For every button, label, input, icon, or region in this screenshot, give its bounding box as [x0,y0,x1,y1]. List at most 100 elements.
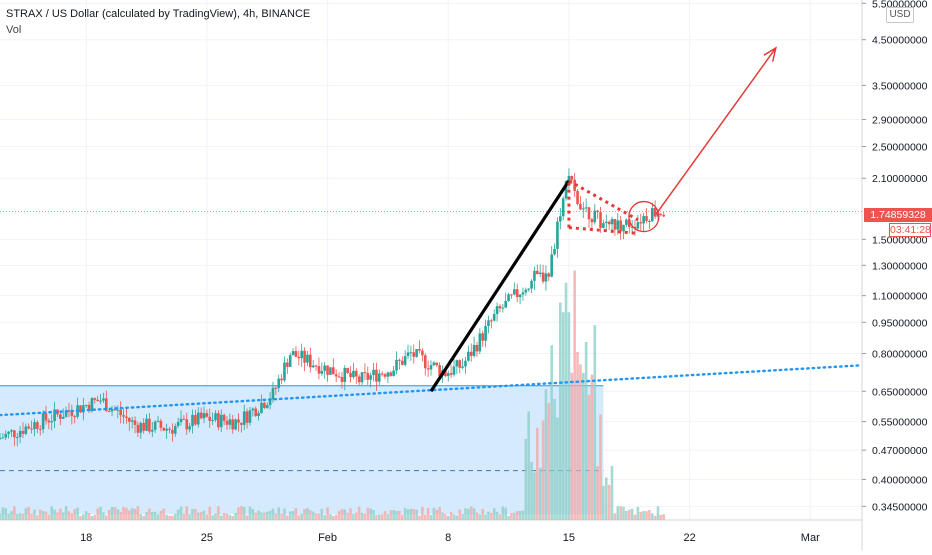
candle-body [64,410,68,417]
volume-bar [59,508,62,520]
candle-body [648,220,651,222]
candle-body [139,422,143,433]
volume-bar [590,374,594,520]
volume-bar [222,512,226,520]
volume-bar [240,506,243,520]
volume-bar [294,508,298,520]
volume-bar [400,514,404,520]
volume-bar [176,509,180,520]
candle-body [10,430,13,432]
volume-bar [619,506,622,520]
volume-bar [79,515,82,520]
candle-body [622,224,625,232]
volume-bar [27,506,31,520]
candle-body [639,222,643,224]
volume-bar [47,514,51,520]
x-tick-label: Mar [801,532,820,544]
candle-body [265,405,269,408]
volume-bar [389,510,393,520]
volume-bar [366,507,370,520]
volume-bar [130,508,134,520]
volume-bar [4,508,8,520]
candle-body [593,210,597,223]
volume-bar [36,515,39,520]
candle-body [469,351,473,356]
candle-body [607,221,611,225]
candle-body [507,294,510,301]
candle-body [225,420,229,425]
candle-body [208,416,212,421]
candle-body [44,413,48,421]
volume-bar [467,508,470,520]
volume-bar [90,515,94,520]
candle-body [650,207,654,222]
x-tick-label: 8 [445,532,451,544]
candle-body [564,180,568,199]
volume-bar [418,515,421,520]
candle-body [372,369,375,376]
currency-button[interactable]: USD [886,7,914,23]
volume-bar [277,507,281,520]
candle-body [357,376,361,383]
candle-body [18,430,22,438]
volume-bar [656,506,660,520]
volume-indicator-label[interactable]: Vol [6,24,22,36]
candle-body [383,374,387,377]
volume-bar [521,510,525,520]
volume-bar [283,508,286,520]
volume-bar [613,513,617,520]
volume-bar [490,513,493,520]
volume-bar [254,512,258,520]
candle-body [306,354,309,363]
candle-body [24,426,28,434]
candle-body [38,428,42,430]
dotted-trendline [0,364,864,417]
candle-body [630,226,634,228]
candle-body [458,360,462,368]
candle-body [122,415,125,417]
candle-body [446,373,450,377]
x-tick-label: 22 [683,532,695,544]
y-tick-label: 0.47000000 [872,445,928,457]
volume-bar [50,506,54,520]
volume-bar [357,506,361,520]
volume-bar [217,506,220,520]
candle-body [423,355,427,369]
candle-body [604,221,608,224]
y-tick-label: 4.50000000 [872,35,928,47]
volume-bar [96,508,99,520]
volume-bar [268,510,272,520]
volume-bar [159,510,163,520]
volume-bar [455,515,459,520]
candle-body [96,399,99,402]
volume-bar [610,465,614,520]
volume-bar [142,515,145,520]
bar-countdown-label: 03:41:28 [889,223,931,237]
volume-bar [478,514,482,520]
volume-bar [627,509,631,520]
candle-body [452,366,456,375]
candle-body [242,411,246,425]
x-tick-label: 18 [80,532,92,544]
volume-bar [527,411,530,520]
volume-bar [41,511,45,520]
candle-body [530,280,533,289]
volume-bar [438,506,441,520]
volume-bar [633,514,637,520]
candle-body [599,212,602,228]
volume-bar [136,506,140,520]
candle-body [495,306,499,315]
candle-body [538,272,542,274]
candle-body [487,320,490,327]
candle-body [274,387,278,389]
volume-bar [225,513,229,520]
volume-bar [317,513,321,520]
candle-body [380,373,384,375]
volume-bar [196,512,200,520]
volume-bar [464,508,467,520]
candle-body [36,422,39,429]
candle-body [400,360,404,365]
volume-bar [541,420,545,520]
candle-body [84,404,88,406]
